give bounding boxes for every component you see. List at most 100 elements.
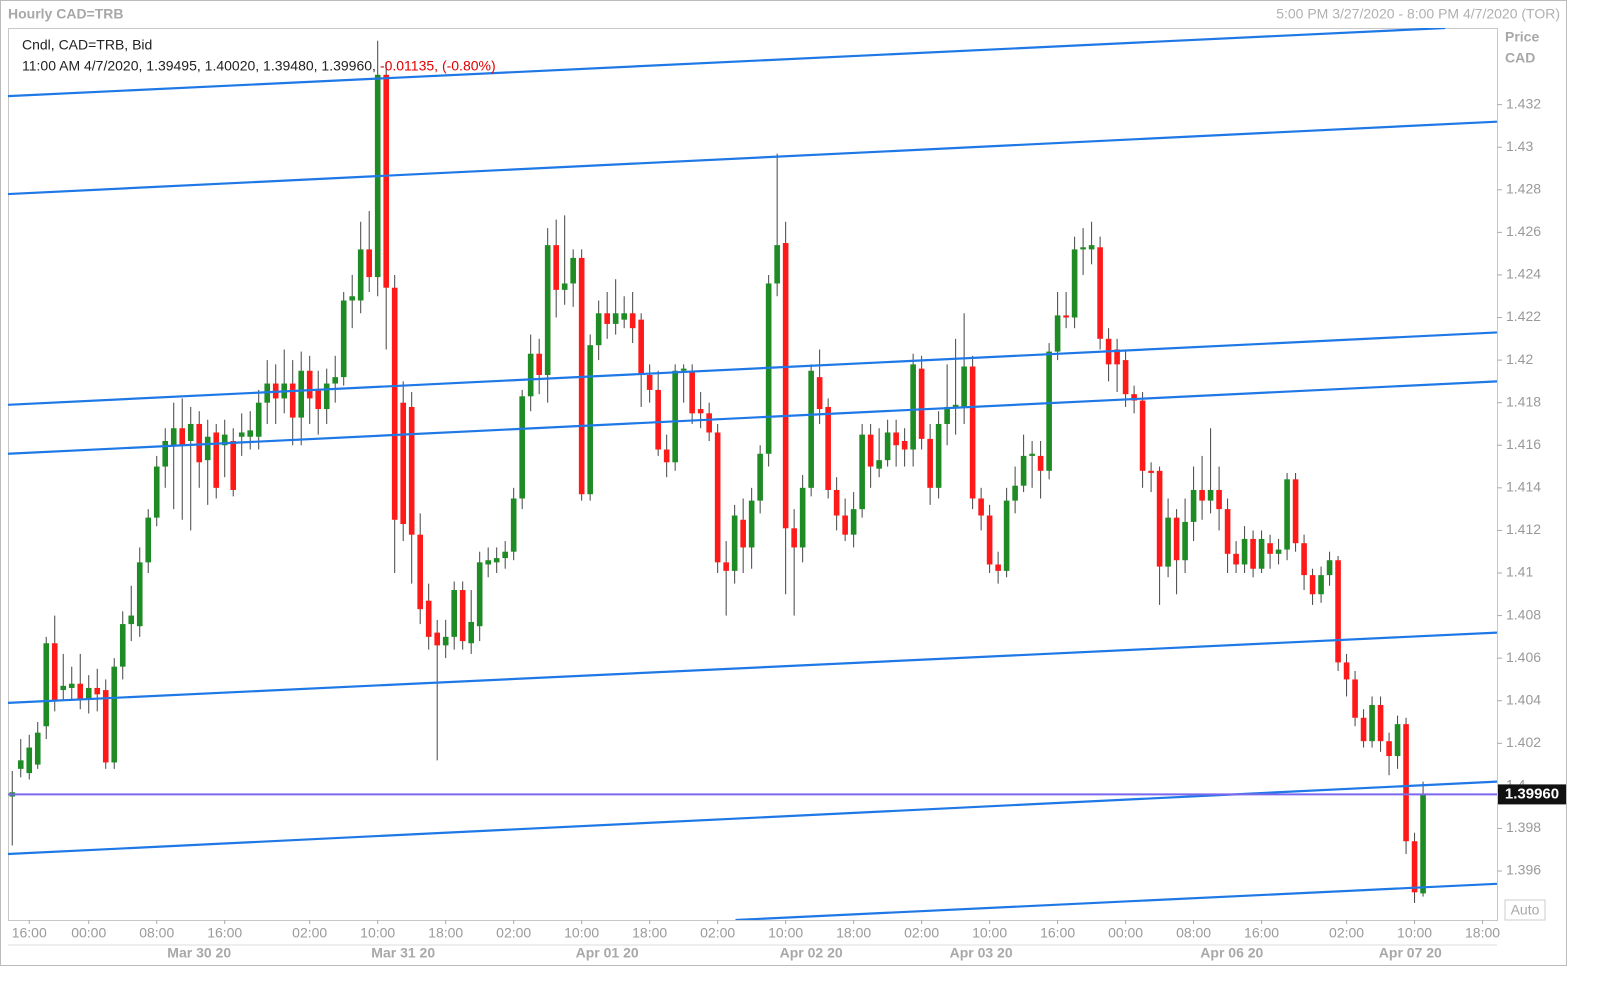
candle-body [1224,509,1231,554]
x-tick-label: 02:00 [496,925,531,941]
candle-body [493,558,500,563]
date-label: Apr 01 20 [576,945,639,961]
candle-body [995,564,1001,571]
y-tick-label: 1.422 [1506,308,1541,324]
candle-body [1020,455,1027,486]
candle-body [417,534,423,610]
scale-mode[interactable]: Auto [1511,902,1540,918]
chart-title: Hourly CAD=TRB [8,6,124,22]
candle-body [60,685,67,691]
candle-body [468,621,474,644]
candle-body [927,438,933,488]
candle-body [476,562,483,627]
y-tick-label: 1.41 [1506,564,1533,580]
candle-body [680,368,687,371]
candle-body [145,517,152,563]
candle-body [289,383,296,418]
candle-body [1131,394,1137,401]
candle-body [816,377,823,410]
candle-body [43,643,50,727]
x-tick-label: 02:00 [904,925,939,941]
candle-body [340,300,347,378]
candle-body [867,434,874,467]
x-tick-label: 02:00 [700,925,735,941]
y-tick-label: 1.432 [1506,95,1541,111]
candle-body [952,404,959,407]
chart-subtitle: 5:00 PM 3/27/2020 - 8:00 PM 4/7/2020 (TO… [1276,6,1560,22]
y-axis-label: Price [1505,29,1539,45]
legend-title: Cndl, CAD=TRB, Bid [22,37,152,53]
candle-body [808,370,814,488]
y-tick-label: 1.414 [1506,479,1541,495]
candle-body [850,509,857,535]
candle-body [1343,662,1350,680]
candle-body [1122,360,1129,395]
x-tick-label: 02:00 [1329,925,1364,941]
candle-body [1411,841,1418,893]
y-tick-label: 1.408 [1506,606,1541,622]
candle-body [111,666,118,763]
x-tick-label: 10:00 [972,925,1007,941]
y-tick-label: 1.426 [1506,223,1541,239]
candle-body [935,423,942,488]
date-label: Mar 31 20 [371,945,435,961]
candle-body [68,683,75,688]
date-label: Mar 30 20 [167,945,231,961]
y-tick-label: 1.402 [1506,734,1541,750]
candle-body [357,249,364,301]
candle-body [1029,453,1035,456]
candle-body [723,562,729,571]
candle-body [1309,575,1316,595]
candle-body [544,245,551,376]
y-tick-label: 1.412 [1506,521,1541,537]
candle-body [170,428,177,446]
candle-body [1369,704,1375,742]
candle-body [17,760,24,769]
candle-body [570,257,576,284]
candle-body [136,562,143,627]
candle-body [94,687,101,695]
candle-body [306,370,313,399]
candle-body [247,430,254,437]
candle-body [196,423,203,463]
candle-body [1318,575,1324,595]
candle-body [1199,489,1205,501]
candle-body [587,345,593,495]
x-tick-label: 16:00 [1040,925,1075,941]
candle-body [1216,489,1222,510]
candle-body [825,406,831,490]
candle-body [1003,500,1010,571]
candle-body [757,453,763,501]
candle-body [595,313,602,346]
candle-body [1114,349,1120,365]
candle-body [451,590,457,637]
candle-body [1182,521,1188,561]
candle-body [1173,517,1180,561]
candle-body [1241,538,1248,565]
candle-body [1284,479,1290,550]
candle-body [34,732,41,765]
candle-body [77,683,84,699]
candle-body [230,441,237,490]
trend-line [8,331,1497,406]
x-tick-label: 10:00 [360,925,395,941]
y-tick-label: 1.42 [1506,351,1533,367]
date-label: Apr 03 20 [950,945,1013,961]
candle-body [1207,489,1214,501]
candle-body [1097,247,1103,339]
candle-body [85,687,92,699]
y-tick-label: 1.428 [1506,180,1541,196]
x-tick-label: 02:00 [292,925,327,941]
scale-mode-box[interactable] [1504,899,1546,921]
candle-body [1190,489,1197,522]
candle-body [1054,315,1061,352]
candle-body [519,396,525,499]
candle-body [910,364,916,450]
x-tick-label: 00:00 [1108,925,1143,941]
candle-body [51,643,58,701]
candle-body [612,313,619,324]
candle-body [255,402,262,437]
candle-body [731,515,738,571]
candle-body [672,370,678,463]
candle-body [485,560,491,565]
